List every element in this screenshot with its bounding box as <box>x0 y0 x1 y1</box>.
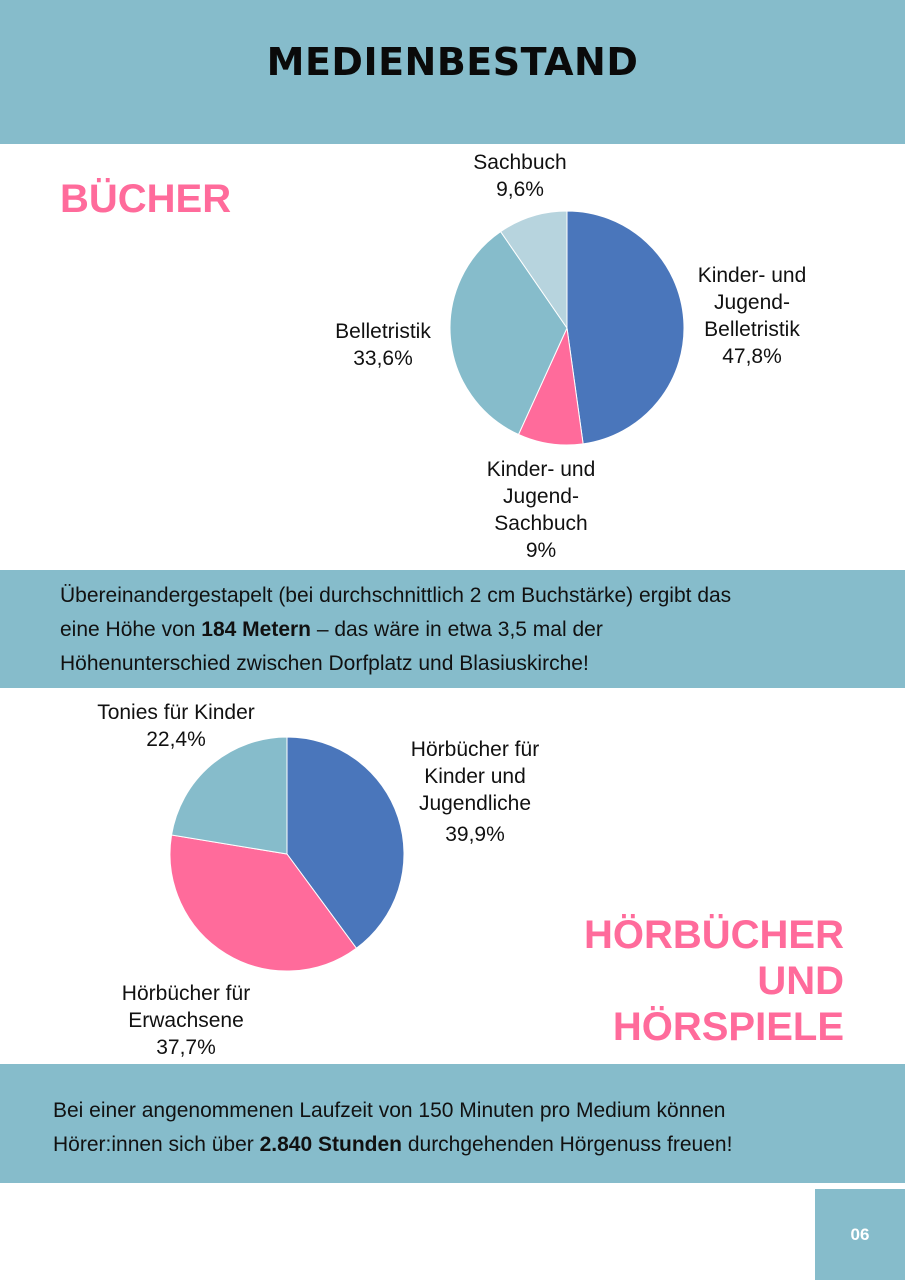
label-line: Sachbuch <box>473 151 567 174</box>
page-title: MEDIENBESTAND <box>266 40 639 84</box>
label-line: Jugend- <box>714 291 790 314</box>
books-pie-slice-3 <box>499 210 568 330</box>
label-line: Kinder- und <box>697 264 807 287</box>
title-line: HÖRBÜCHER <box>584 913 844 957</box>
pie-label-tonies: Tonies für Kinder 22,4% <box>66 699 286 753</box>
pie-label-kinder-jugend-sachbuch: Kinder- und Jugend- Sachbuch 9% <box>461 456 621 564</box>
header-band: MEDIENBESTAND <box>0 0 905 144</box>
label-line: Jugendliche <box>418 792 532 815</box>
audio-pie-slice-2 <box>170 736 288 855</box>
pie-label-kinder-jugend-belletristik: Kinder- und Jugend- Belletristik 47,8% <box>672 262 832 370</box>
title-line: HÖRSPIELE <box>612 1005 844 1049</box>
title-line: UND <box>757 959 844 1003</box>
label-line: Hörbücher für <box>121 982 251 1005</box>
label-line: Hörbücher für <box>410 738 540 761</box>
highlight-hours: 2.840 Stunden <box>259 1133 402 1156</box>
pie-label-hoerbuecher-erwachsene: Hörbücher für Erwachsene 37,7% <box>96 980 276 1061</box>
label-value: 39,9% <box>445 823 505 846</box>
page-number: 06 <box>850 1224 870 1244</box>
info-band-books: Übereinandergestapelt (bei durchschnittl… <box>0 570 905 688</box>
info-line: Höhenunterschied zwischen Dorfplatz und … <box>60 652 589 675</box>
audio-pie-chart <box>169 736 405 972</box>
label-value: 22,4% <box>146 728 206 751</box>
books-pie-chart <box>449 210 685 446</box>
books-height-text: Übereinandergestapelt (bei durchschnittl… <box>60 579 731 681</box>
info-line: Bei einer angenommenen Laufzeit von 150 … <box>53 1099 726 1122</box>
page-number-box: 06 <box>815 1189 905 1280</box>
highlight-height: 184 Metern <box>201 618 311 641</box>
label-value: 33,6% <box>353 347 413 370</box>
books-pie-slice-2 <box>449 230 568 436</box>
audio-pie-slice-0 <box>286 736 405 949</box>
info-line: – das wäre in etwa 3,5 mal der <box>311 618 603 641</box>
label-line: Belletristik <box>335 320 431 343</box>
label-value: 9,6% <box>496 178 544 201</box>
info-line: durchgehenden Hörgenuss freuen! <box>402 1133 733 1156</box>
label-line: Tonies für Kinder <box>97 701 255 724</box>
audio-pie-slice-1 <box>169 834 358 972</box>
label-line: Belletristik <box>704 318 800 341</box>
books-section-title: BÜCHER <box>60 177 232 221</box>
label-line: Jugend- <box>503 485 579 508</box>
label-value: 47,8% <box>722 345 782 368</box>
label-line: Sachbuch <box>494 512 588 535</box>
info-band-audio: Bei einer angenommenen Laufzeit von 150 … <box>0 1064 905 1183</box>
label-line: Kinder und <box>424 765 526 788</box>
info-line: Hörer:innen sich über <box>53 1133 260 1156</box>
audio-section-title: HÖRBÜCHER UND HÖRSPIELE <box>584 912 844 1050</box>
pie-label-belletristik: Belletristik 33,6% <box>313 318 453 372</box>
info-line: eine Höhe von <box>60 618 202 641</box>
books-pie-slice-0 <box>566 210 685 445</box>
audio-duration-text: Bei einer angenommenen Laufzeit von 150 … <box>53 1094 732 1162</box>
pie-label-sachbuch: Sachbuch 9,6% <box>450 149 590 203</box>
label-line: Kinder- und <box>486 458 596 481</box>
pie-label-hoerbuecher-kinder: Hörbücher für Kinder und Jugendliche 39,… <box>385 736 565 848</box>
label-value: 37,7% <box>156 1036 216 1059</box>
label-line: Erwachsene <box>128 1009 244 1032</box>
info-line: Übereinandergestapelt (bei durchschnittl… <box>60 584 732 607</box>
label-value: 9% <box>525 539 557 562</box>
